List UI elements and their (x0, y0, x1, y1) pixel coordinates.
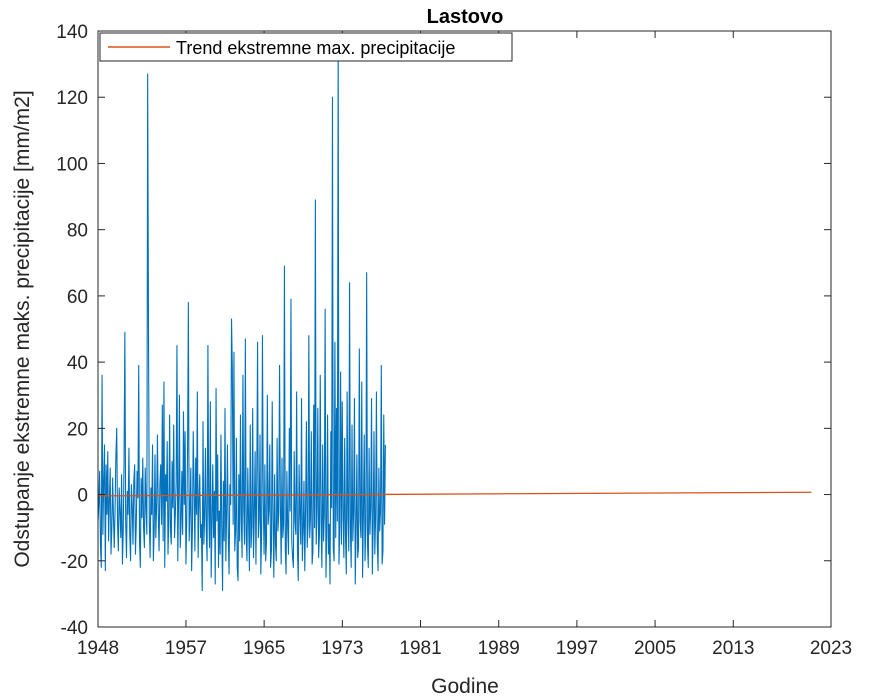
y-tick-label: 20 (67, 419, 88, 440)
x-tick-label: 2005 (634, 638, 676, 659)
x-tick-label: 1948 (77, 638, 119, 659)
axes-box (97, 30, 832, 628)
legend: Trend ekstremne max. precipitacije (99, 32, 513, 62)
x-tick-label: 2023 (810, 638, 852, 659)
x-tick-label: 1973 (321, 638, 363, 659)
x-tick-label: 1957 (165, 638, 207, 659)
x-axis-title: Godine (431, 675, 499, 698)
trend-line (97, 491, 812, 497)
x-tick-label: 2013 (712, 638, 754, 659)
x-tick-label: 1981 (399, 638, 441, 659)
y-tick-label: 80 (67, 221, 88, 242)
axes: 1948 1957 1965 1973 1981 1989 1997 2005 2013 2023… (56, 22, 852, 659)
y-axis-title: Odstupanje ekstremne maks. precipitacije… (11, 90, 34, 567)
y-tick-label: 100 (56, 154, 88, 175)
y-tick-label: 60 (67, 287, 88, 308)
series-line (97, 37, 386, 592)
y-tick-label: 40 (67, 353, 88, 374)
plot-area (97, 37, 812, 592)
y-tick-label: 140 (56, 22, 88, 43)
y-tick-label: 120 (56, 88, 88, 109)
legend-label-trend: Trend ekstremne max. precipitacije (176, 38, 455, 58)
y-tick-label: 0 (77, 486, 88, 507)
y-tick-label: -20 (61, 552, 88, 573)
x-tick-label: 1997 (556, 638, 598, 659)
x-tick-label: 1989 (478, 638, 520, 659)
y-tick-label: -40 (61, 618, 88, 639)
x-tick-label: 1965 (243, 638, 285, 659)
chart-title: Lastovo (427, 6, 504, 28)
